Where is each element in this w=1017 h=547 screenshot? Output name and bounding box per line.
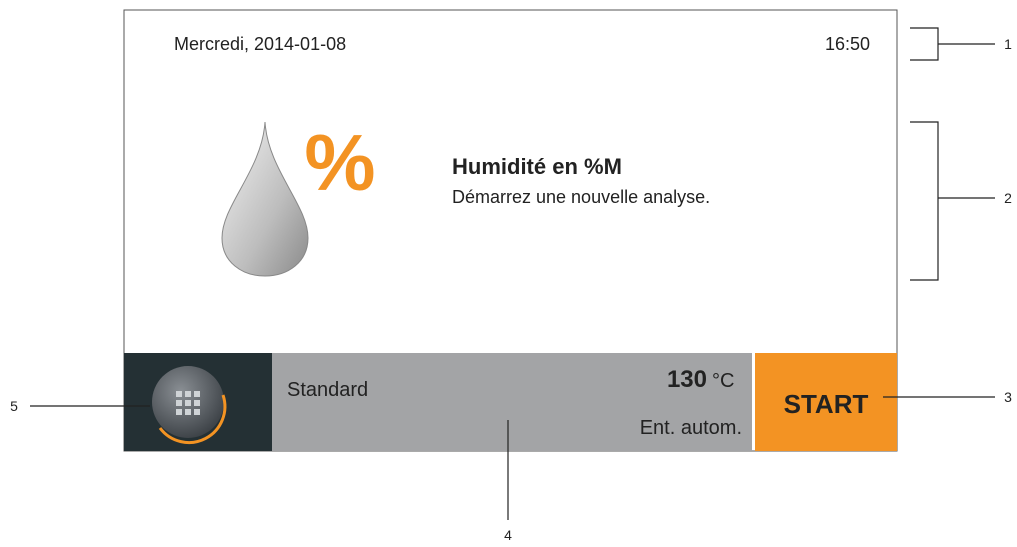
start-label: START xyxy=(784,389,869,419)
menu-grid xyxy=(176,391,200,415)
method: Standard xyxy=(287,379,368,401)
title: Humidité en %M xyxy=(452,154,622,179)
callout: 1 xyxy=(1004,36,1012,52)
callout: 2 xyxy=(1004,190,1012,206)
screenshot: Mercredi, 2014-01-08 16:50 % Humidité en… xyxy=(0,0,1017,542)
switch-off: Ent. autom. xyxy=(640,417,742,439)
page: {"screen": {"date": "Mercredi, 2014-01-0… xyxy=(0,0,1017,542)
date: Mercredi, 2014-01-08 xyxy=(174,34,346,54)
subtitle: Démarrez une nouvelle analyse. xyxy=(452,187,710,207)
callout: 5 xyxy=(10,398,18,414)
temperature-unit: °C xyxy=(712,370,734,392)
time: 16:50 xyxy=(825,34,870,54)
temperature: 130 xyxy=(667,366,707,393)
percent-icon: % xyxy=(304,118,375,207)
callout: 4 xyxy=(504,527,512,542)
callout: 3 xyxy=(1004,389,1012,405)
